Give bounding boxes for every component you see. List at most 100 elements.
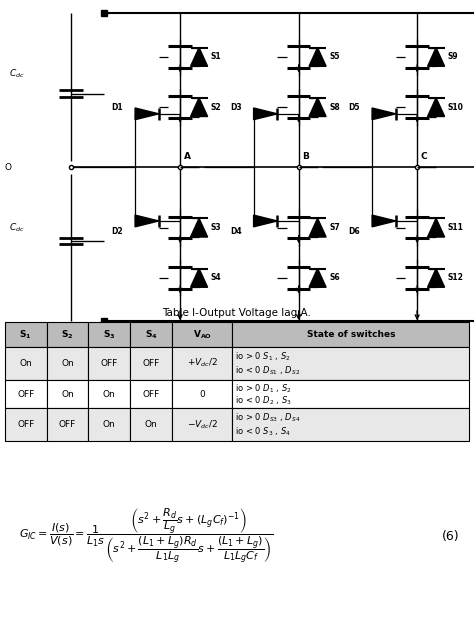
- Bar: [130, 408, 172, 441]
- Bar: [232, 380, 469, 408]
- Bar: [130, 347, 172, 380]
- Polygon shape: [254, 215, 277, 227]
- Text: On: On: [61, 389, 74, 399]
- Text: A: A: [184, 152, 191, 161]
- Text: S2: S2: [211, 103, 221, 112]
- Text: O: O: [5, 163, 12, 172]
- Text: OFF: OFF: [143, 389, 160, 399]
- Text: OFF: OFF: [17, 389, 34, 399]
- Bar: [172, 408, 232, 441]
- Text: On: On: [103, 420, 116, 430]
- Bar: [232, 408, 469, 441]
- Text: On: On: [61, 359, 74, 368]
- Text: io > 0 $D_{S3}$ , $D_{S4}$: io > 0 $D_{S3}$ , $D_{S4}$: [235, 412, 300, 425]
- Text: State of switches: State of switches: [307, 330, 395, 339]
- Polygon shape: [309, 48, 326, 66]
- Text: S6: S6: [329, 273, 340, 282]
- Text: $G_{IC} = \dfrac{I(s)}{V(s)} = \dfrac{1}{L_1 s}\dfrac{\left(s^2 + \dfrac{R_d}{L_: $G_{IC} = \dfrac{I(s)}{V(s)} = \dfrac{1}…: [19, 507, 273, 567]
- Text: S1: S1: [211, 53, 221, 61]
- Text: Fig. 1. Neutral-Point Clamping Inverter (NPC Inverter).: Fig. 1. Neutral-Point Clamping Inverter …: [58, 352, 321, 361]
- Polygon shape: [428, 218, 445, 237]
- Polygon shape: [309, 268, 326, 287]
- Text: io < 0 $S_3$ , $S_4$: io < 0 $S_3$ , $S_4$: [235, 426, 291, 438]
- Polygon shape: [254, 108, 277, 120]
- Text: S3: S3: [211, 223, 221, 232]
- Bar: [5, 380, 46, 408]
- Bar: [5, 322, 46, 347]
- Polygon shape: [191, 98, 208, 117]
- Text: C: C: [414, 332, 420, 340]
- Text: S10: S10: [448, 103, 464, 112]
- Polygon shape: [191, 268, 208, 287]
- Bar: [88, 408, 130, 441]
- Text: OFF: OFF: [17, 420, 34, 430]
- Polygon shape: [372, 108, 396, 120]
- Text: B: B: [302, 152, 309, 161]
- Text: B: B: [295, 332, 302, 340]
- Text: On: On: [103, 389, 116, 399]
- Polygon shape: [191, 48, 208, 66]
- Bar: [232, 347, 469, 380]
- Bar: [5, 408, 46, 441]
- Text: $+V_{dc}/2$: $+V_{dc}/2$: [187, 357, 218, 370]
- Text: S12: S12: [448, 273, 464, 282]
- Text: S9: S9: [448, 53, 458, 61]
- Text: $C_{dc}$: $C_{dc}$: [9, 221, 25, 234]
- Text: D3: D3: [230, 103, 242, 112]
- Bar: [88, 380, 130, 408]
- Bar: [172, 322, 232, 347]
- Text: S8: S8: [329, 103, 340, 112]
- Text: S7: S7: [329, 223, 340, 232]
- Bar: [46, 347, 88, 380]
- Bar: [88, 322, 130, 347]
- Polygon shape: [135, 215, 159, 227]
- Text: D4: D4: [230, 226, 242, 236]
- Bar: [46, 408, 88, 441]
- Text: $\mathbf{S_1}$: $\mathbf{S_1}$: [19, 328, 32, 341]
- Text: io < 0 $D_2$ , $S_3$: io < 0 $D_2$ , $S_3$: [235, 394, 292, 407]
- Text: On: On: [19, 359, 32, 368]
- Text: io < 0 $D_{S1}$ , $D_{S2}$: io < 0 $D_{S1}$ , $D_{S2}$: [235, 365, 300, 377]
- Text: $-V_{dc}/2$: $-V_{dc}/2$: [187, 418, 218, 431]
- Polygon shape: [191, 218, 208, 237]
- Text: OFF: OFF: [100, 359, 118, 368]
- Bar: [172, 347, 232, 380]
- Bar: [88, 347, 130, 380]
- Text: io > 0 $S_1$ , $S_2$: io > 0 $S_1$ , $S_2$: [235, 350, 290, 363]
- Text: $\mathbf{V_{AO}}$: $\mathbf{V_{AO}}$: [192, 328, 212, 341]
- Text: $\mathbf{S_3}$: $\mathbf{S_3}$: [103, 328, 116, 341]
- Bar: [46, 322, 88, 347]
- Text: (6): (6): [442, 530, 460, 543]
- Text: OFF: OFF: [143, 359, 160, 368]
- Text: On: On: [145, 420, 157, 430]
- Polygon shape: [135, 108, 159, 120]
- Bar: [5, 347, 46, 380]
- Text: D5: D5: [349, 103, 360, 112]
- Text: S4: S4: [211, 273, 221, 282]
- Text: D2: D2: [111, 226, 123, 236]
- Text: D1: D1: [111, 103, 123, 112]
- Text: A: A: [177, 332, 183, 340]
- Polygon shape: [309, 98, 326, 117]
- Text: C: C: [421, 152, 428, 161]
- Text: D6: D6: [348, 226, 360, 236]
- Text: $\mathbf{S_4}$: $\mathbf{S_4}$: [145, 328, 157, 341]
- Text: S5: S5: [329, 53, 340, 61]
- Text: $C_{dc}$: $C_{dc}$: [9, 68, 25, 80]
- Text: io > 0 $D_1$ , $S_2$: io > 0 $D_1$ , $S_2$: [235, 382, 292, 394]
- Text: OFF: OFF: [59, 420, 76, 430]
- Polygon shape: [372, 215, 396, 227]
- Text: $\mathbf{S_2}$: $\mathbf{S_2}$: [61, 328, 73, 341]
- Polygon shape: [428, 98, 445, 117]
- Polygon shape: [428, 48, 445, 66]
- Polygon shape: [428, 268, 445, 287]
- Bar: [130, 322, 172, 347]
- Text: 0: 0: [199, 389, 205, 399]
- Bar: [172, 380, 232, 408]
- Bar: [46, 380, 88, 408]
- Bar: [130, 380, 172, 408]
- Text: S11: S11: [448, 223, 464, 232]
- Polygon shape: [309, 218, 326, 237]
- Text: Table I-Output Voltage lag A.: Table I-Output Voltage lag A.: [163, 308, 311, 318]
- Bar: [232, 322, 469, 347]
